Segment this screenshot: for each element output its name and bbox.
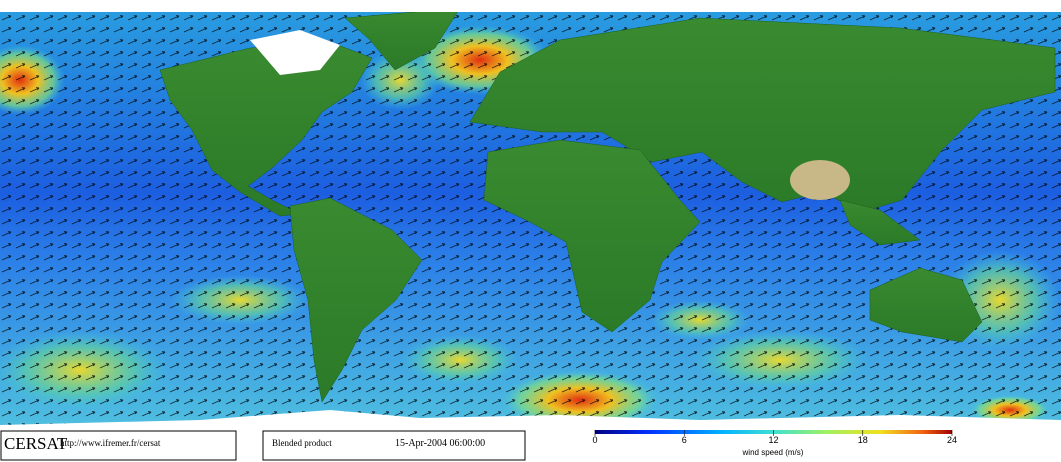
timestamp: 15-Apr-2004 06:00:00 (395, 438, 485, 449)
north-america (159, 41, 373, 217)
ice (0, 0, 1061, 430)
tibet (790, 160, 850, 200)
eurasia (469, 17, 1056, 213)
colorbar-tick-label: 24 (947, 435, 957, 445)
logo: CERSAT (4, 434, 68, 453)
colorbar-tick-label: 0 (592, 435, 597, 445)
colorbar-tick-label: 12 (768, 435, 778, 445)
indonesia (839, 199, 921, 246)
logo-box (0, 430, 237, 461)
australia (869, 267, 983, 343)
colorbar-tick-label: 6 (682, 435, 687, 445)
colorbar-tick-label: 18 (858, 435, 868, 445)
south-america (289, 197, 423, 403)
antarctica (0, 410, 1061, 430)
arctic (0, 0, 1061, 12)
product-box (262, 430, 526, 461)
product: Blended product (272, 438, 332, 448)
colorbar-label: wind speed (m/s) (742, 448, 804, 457)
africa (483, 139, 701, 333)
url: http://www.ifremer.fr/cersat (60, 438, 161, 448)
continents (159, 7, 1056, 403)
arctic-islands (250, 30, 340, 75)
